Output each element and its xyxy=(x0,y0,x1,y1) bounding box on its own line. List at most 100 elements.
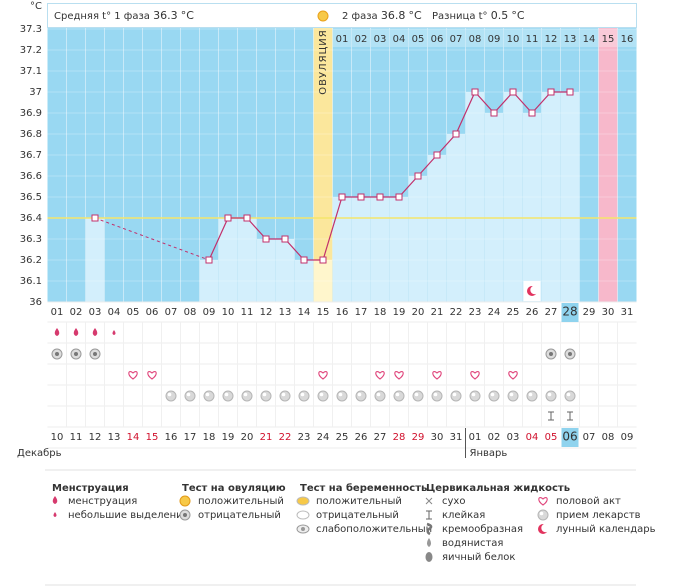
test-icon-dot xyxy=(93,352,97,356)
test-icon-dot xyxy=(549,352,553,356)
pill-icon xyxy=(165,390,177,402)
temperature-column xyxy=(314,260,332,302)
sticky-icon xyxy=(426,510,432,520)
phase2-day: 01 xyxy=(336,34,349,45)
drop-icon xyxy=(54,328,60,336)
date: 27 xyxy=(374,432,387,443)
phase2-day: 04 xyxy=(393,34,406,45)
pill-icon xyxy=(336,390,348,402)
cycle-day: 26 xyxy=(526,307,539,318)
temperature-point xyxy=(433,151,441,159)
temperature-point xyxy=(281,235,289,243)
phase2-cell xyxy=(428,29,446,47)
temperature-column xyxy=(200,260,218,302)
temperature-column xyxy=(86,218,104,302)
cycle-day: 18 xyxy=(374,307,387,318)
temperature-column xyxy=(390,197,408,302)
y-tick-label: 37 xyxy=(29,87,42,98)
pill-icon xyxy=(222,390,234,402)
temperature-point xyxy=(357,193,365,201)
phase2-cell xyxy=(371,29,389,47)
temperature-column xyxy=(371,197,389,302)
legend-label: прием лекарств xyxy=(556,510,641,521)
temperature-point xyxy=(224,214,232,222)
pill-icon xyxy=(412,390,424,402)
y-tick-label: 37.2 xyxy=(20,45,42,56)
date: 06 xyxy=(562,430,577,444)
temperature-point xyxy=(471,88,479,96)
pill-shine xyxy=(471,392,476,397)
phase2-summary: 2 фаза 36.8 °C xyxy=(342,9,422,22)
cycle-day: 09 xyxy=(203,307,216,318)
phase2-day: 15 xyxy=(602,34,615,45)
temperature-point xyxy=(547,88,555,96)
drop-icon xyxy=(92,328,98,336)
cycle-day: 07 xyxy=(165,307,178,318)
phase2-day: 07 xyxy=(450,34,463,45)
preg-icon xyxy=(296,510,310,520)
temperature-point xyxy=(566,88,574,96)
legend-label: половой акт xyxy=(556,496,621,507)
cycle-day: 15 xyxy=(317,307,330,318)
phase1-summary: Средняя t° 1 фаза 36.3 °C xyxy=(54,9,194,22)
moon-cut xyxy=(541,523,550,533)
temperature-point xyxy=(205,256,213,264)
heart-icon xyxy=(432,371,442,380)
cycle-day: 14 xyxy=(298,307,311,318)
pill-icon xyxy=(355,390,367,402)
ovulation-column xyxy=(313,3,333,302)
phase2-day: 14 xyxy=(583,34,596,45)
phase2-cell xyxy=(409,29,427,47)
legend-label: отрицательный xyxy=(198,510,281,521)
pill-shine xyxy=(300,392,305,397)
pill-shine xyxy=(338,392,343,397)
cycle-day: 04 xyxy=(108,307,121,318)
date: 01 xyxy=(469,432,482,443)
cycle-day: 28 xyxy=(562,305,577,319)
legend-label: сухо xyxy=(442,496,465,507)
phase2-cell xyxy=(523,29,541,47)
date: 04 xyxy=(526,432,539,443)
legend-label: яичный белок xyxy=(442,552,515,563)
phase2-cell xyxy=(333,29,351,47)
pill-shine xyxy=(186,392,191,397)
pill-icon xyxy=(279,390,291,402)
phase2-cell xyxy=(542,29,560,47)
temperature-column xyxy=(466,92,484,302)
legend-label: водянистая xyxy=(442,538,503,549)
y-tick-label: 36.1 xyxy=(20,276,42,287)
temperature-column xyxy=(409,176,427,302)
pill-icon xyxy=(507,390,519,402)
cycle-day: 16 xyxy=(336,307,349,318)
pill-icon xyxy=(526,390,538,402)
pill-shine xyxy=(281,392,286,397)
temperature-point xyxy=(262,235,270,243)
pill-shine xyxy=(528,392,533,397)
y-tick-label: 36.6 xyxy=(20,171,42,182)
y-tick-label: 36 xyxy=(29,297,42,308)
cycle-day: 01 xyxy=(51,307,64,318)
cycle-day: 08 xyxy=(184,307,197,318)
temperature-column xyxy=(257,239,275,302)
legend-title: Цервикальная жидкость xyxy=(426,483,570,494)
phase2-day: 13 xyxy=(564,34,577,45)
phase2-cell xyxy=(447,29,465,47)
pill-shine xyxy=(414,392,419,397)
y-tick-label: 37.1 xyxy=(20,66,42,77)
pill-icon xyxy=(450,390,462,402)
phase2-day: 09 xyxy=(488,34,501,45)
cycle-day: 12 xyxy=(260,307,273,318)
date: 09 xyxy=(621,432,634,443)
date: 02 xyxy=(488,432,501,443)
legend-title: Тест на беременность xyxy=(300,482,427,494)
phase2-day: 05 xyxy=(412,34,425,45)
legend-label: положительный xyxy=(316,496,402,507)
date: 11 xyxy=(70,432,83,443)
header-box xyxy=(47,3,637,28)
date: 25 xyxy=(336,432,349,443)
cycle-day: 24 xyxy=(488,307,501,318)
y-tick-label: 36.8 xyxy=(20,129,42,140)
phase2-day: 03 xyxy=(374,34,387,45)
temperature-point xyxy=(338,193,346,201)
cycle-day: 30 xyxy=(602,307,615,318)
